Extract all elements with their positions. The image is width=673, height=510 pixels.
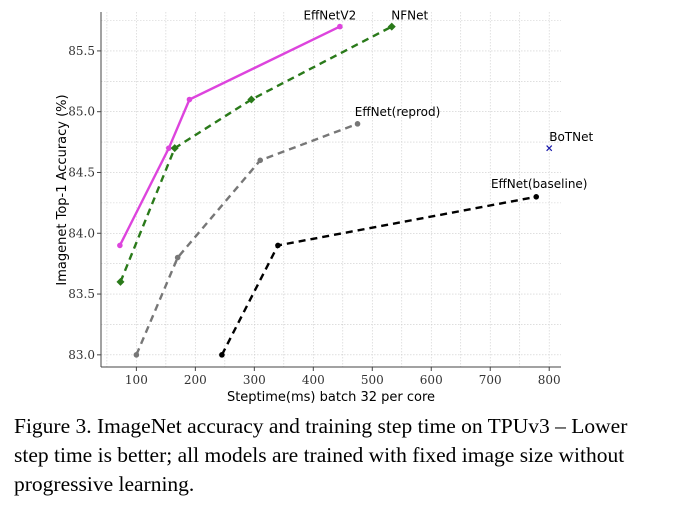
botnet-point [546,145,553,152]
nfnet-line [119,25,393,283]
effnet-reprod-point [354,121,361,127]
effnet-baseline-point [533,193,540,200]
grid [101,12,561,367]
effnetv2-line [118,25,341,246]
series-labels: EffNetV2 NFNet EffNet(reprod) EffNet(baseli… [303,9,593,191]
effnetv2-point [337,23,343,30]
x-tick-label: 300 [243,373,266,387]
effnet-baseline-point [275,242,281,249]
y-tick-label: 85.5 [68,44,95,58]
x-tick-label: 100 [125,373,148,387]
effnet-reprod-label: EffNet(reprod) [355,105,441,119]
x-tick-label: 700 [479,373,502,387]
nfnet-label: NFNet [391,9,428,23]
effnetv2-label: EffNetV2 [303,9,356,23]
y-tick-label: 84.0 [68,226,95,240]
effnetv2-point [166,145,172,151]
x-tick-label: 400 [302,373,325,387]
x-tick-label: 500 [361,373,384,387]
figure-caption: Figure 3. ImageNet accuracy and training… [14,414,628,496]
effnet-reprod-line [135,122,358,356]
effnet-baseline-label: EffNet(baseline) [491,177,588,191]
y-tick-label: 83.0 [68,348,95,362]
effnetv2-point [117,242,123,249]
x-tick-label: 600 [420,373,443,387]
y-tick-label: 83.5 [68,287,95,301]
y-tick-label: 85.0 [68,105,95,119]
x-tick-label: 800 [538,373,561,387]
effnet-reprod-point [257,157,264,164]
y-axis-title: Imagenet Top-1 Accuracy (%) [55,94,70,285]
effnet-reprod-point [174,254,181,261]
x-axis-title: Steptime(ms) batch 32 per core [227,390,435,405]
effnet-baseline-point [219,352,225,358]
y-tick-label: 84.5 [68,165,95,179]
x-tick-label: 200 [184,373,207,387]
accuracy-vs-steptime-chart: 100 200 300 400 500 600 700 800 83.0 83.5 84.0 84.… [55,9,593,405]
nfnet-point [116,277,125,286]
y-axis-ticks: 83.0 83.5 84.0 84.5 85.0 85.5 [68,44,101,362]
nfnet-point [170,144,179,153]
series-group [116,22,553,358]
nfnet-point [247,95,256,104]
nfnet-point [387,22,396,31]
x-axis-ticks: 100 200 300 400 500 600 700 800 [125,367,561,387]
effnetv2-point [186,96,193,103]
effnet-baseline-line [220,195,537,356]
effnet-reprod-point [133,352,140,358]
botnet-label: BoTNet [549,130,593,144]
